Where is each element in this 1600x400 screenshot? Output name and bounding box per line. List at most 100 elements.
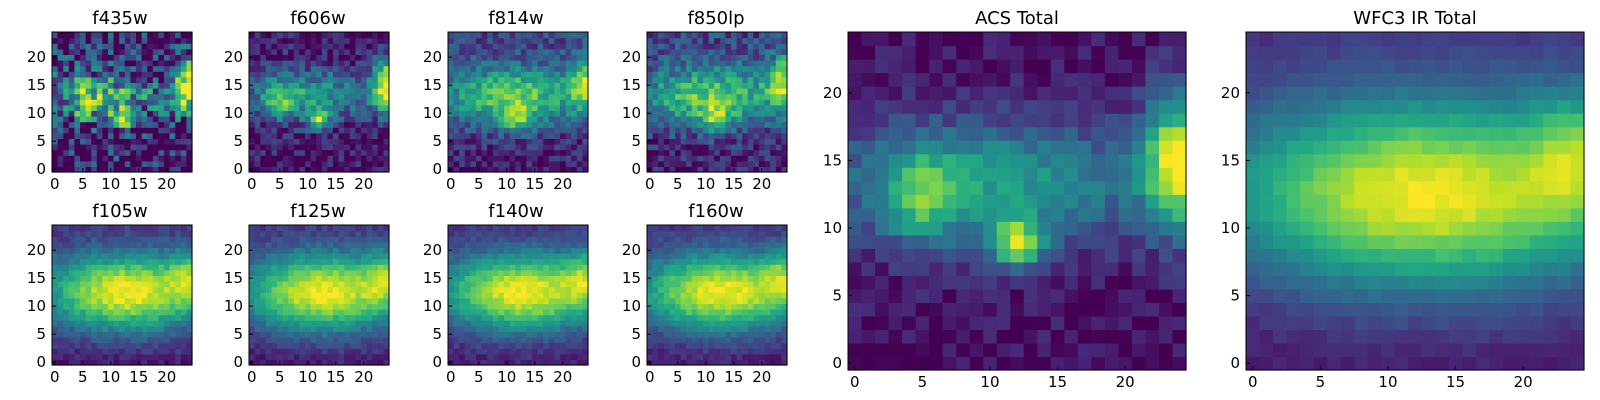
heatmap-cell [669, 325, 676, 332]
heatmap-cell [470, 99, 477, 106]
heatmap-cell [543, 225, 550, 232]
heatmap-cell [383, 325, 390, 332]
heatmap-cell [658, 82, 665, 89]
heatmap-cell [464, 76, 471, 83]
heatmap-cell [355, 93, 362, 100]
heatmap-cell [509, 138, 516, 145]
heatmap-cell [537, 99, 544, 106]
heatmap-cell [719, 104, 726, 111]
heatmap-cell [554, 127, 561, 134]
heatmap-cell [498, 99, 505, 106]
heatmap-cell [492, 281, 499, 288]
heatmap-cell [498, 54, 505, 61]
heatmap-cell [669, 155, 676, 162]
heatmap-cell [141, 93, 148, 100]
heatmap-cell [164, 225, 171, 232]
heatmap-cell [377, 253, 384, 260]
heatmap-cell [487, 93, 494, 100]
heatmap-cell [548, 37, 555, 44]
heatmap-cell [141, 149, 148, 156]
heatmap-cell [731, 342, 738, 349]
heatmap-cell [169, 269, 176, 276]
heatmap-cell [526, 303, 533, 310]
heatmap-cell [152, 149, 159, 156]
heatmap-cell [377, 264, 384, 271]
heatmap-cell [265, 149, 272, 156]
heatmap-cell [164, 297, 171, 304]
heatmap-cell [265, 127, 272, 134]
heatmap-cell [459, 275, 466, 282]
heatmap-cell [691, 325, 698, 332]
heatmap-cell [321, 230, 328, 237]
heatmap-cell [96, 230, 103, 237]
heatmap-cell [63, 320, 70, 327]
heatmap-cell [731, 281, 738, 288]
heatmap-cell [520, 144, 527, 151]
heatmap-cell [515, 144, 522, 151]
heatmap-cell [747, 342, 754, 349]
heatmap-cell [349, 138, 356, 145]
heatmap-cell [372, 241, 379, 248]
heatmap-cell [316, 99, 323, 106]
heatmap-cell [675, 331, 682, 338]
heatmap-cell [543, 60, 550, 67]
heatmap-cell [282, 76, 289, 83]
heatmap-cell [686, 99, 693, 106]
heatmap-cell [680, 292, 687, 299]
heatmap-cell [520, 65, 527, 72]
heatmap-cell [113, 60, 120, 67]
heatmap-cell [186, 37, 193, 44]
heatmap-cell [305, 320, 312, 327]
heatmap-cell [338, 76, 345, 83]
heatmap-cell [675, 104, 682, 111]
heatmap-cell [141, 88, 148, 95]
heatmap-cell [492, 348, 499, 355]
heatmap-cell [80, 309, 87, 316]
heatmap-cell [532, 258, 539, 265]
heatmap-cell [719, 155, 726, 162]
heatmap-cell [453, 144, 460, 151]
heatmap-cell [108, 331, 115, 338]
heatmap-cell [548, 269, 555, 276]
heatmap-cell [327, 247, 334, 254]
heatmap-cell [355, 132, 362, 139]
heatmap-cell [576, 60, 583, 67]
heatmap-cell [80, 144, 87, 151]
heatmap-cell [271, 253, 278, 260]
heatmap-cell [147, 166, 154, 173]
heatmap-cell [515, 331, 522, 338]
heatmap-cell [141, 104, 148, 111]
heatmap-cell [708, 121, 715, 128]
heatmap-cell [321, 320, 328, 327]
heatmap-cell [249, 155, 256, 162]
heatmap-cell [742, 309, 749, 316]
heatmap-cell [169, 76, 176, 83]
heatmap-cell [658, 138, 665, 145]
heatmap-cell [747, 121, 754, 128]
heatmap-cell [338, 82, 345, 89]
heatmap-cell [719, 331, 726, 338]
heatmap-cell [282, 337, 289, 344]
heatmap-cell [448, 43, 455, 50]
heatmap-cell [459, 258, 466, 265]
heatmap-cell [108, 309, 115, 316]
heatmap-cell [576, 275, 583, 282]
heatmap-cell [647, 121, 654, 128]
heatmap-cell [355, 258, 362, 265]
heatmap-cell [515, 48, 522, 55]
heatmap-cell [361, 309, 368, 316]
heatmap-cell [459, 110, 466, 117]
heatmap-cell [554, 264, 561, 271]
heatmap-cell [520, 116, 527, 123]
heatmap-cell [74, 93, 81, 100]
heatmap-cell [85, 160, 92, 167]
heatmap-cell [652, 149, 659, 156]
heatmap-cell [68, 342, 75, 349]
heatmap-cell [747, 60, 754, 67]
heatmap-cell [113, 160, 120, 167]
heatmap-cell [293, 331, 300, 338]
heatmap-cell [747, 65, 754, 72]
heatmap-cell [560, 264, 567, 271]
heatmap-cell [459, 331, 466, 338]
heatmap-cell [74, 48, 81, 55]
